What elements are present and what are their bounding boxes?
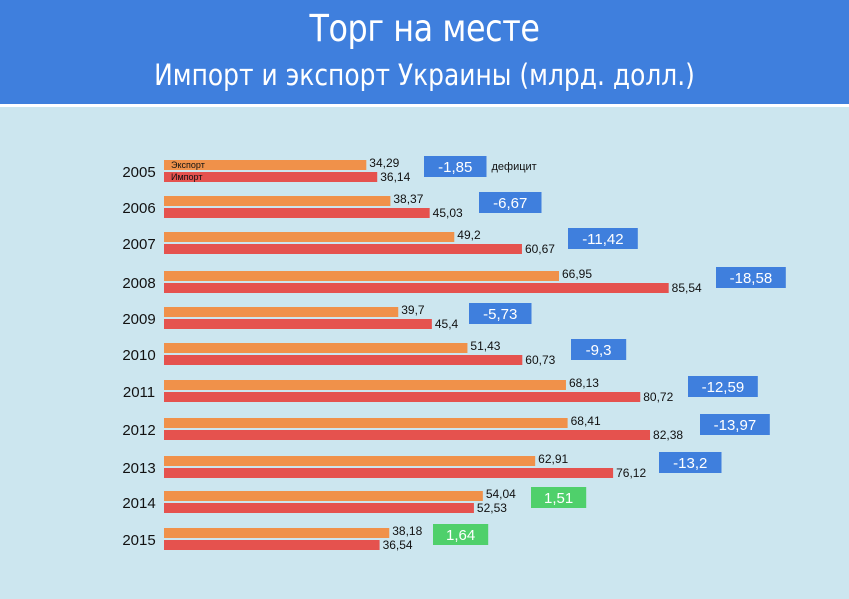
export-bar: [164, 307, 399, 317]
chart-subtitle: Импорт и экспорт Украины (млрд. долл.): [154, 58, 695, 92]
import-value-label: 36,14: [380, 170, 410, 184]
export-bar: [164, 232, 455, 242]
legend-export-label: Экспорт: [171, 160, 205, 170]
year-label: 2005: [122, 164, 155, 181]
balance-badge: [479, 192, 542, 213]
balance-value-label: -9,3: [586, 342, 612, 359]
export-bar: [164, 418, 568, 428]
import-bar: [164, 172, 378, 182]
import-value-label: 45,03: [433, 206, 463, 220]
import-bar: [164, 355, 523, 365]
year-label: 2015: [122, 532, 155, 549]
import-bar: [164, 283, 669, 293]
export-bar: [164, 160, 367, 170]
import-bar: [164, 244, 522, 254]
export-value-label: 68,13: [569, 376, 599, 390]
balance-badge: [568, 228, 638, 249]
export-bar: [164, 196, 391, 206]
balance-value-label: 1,64: [446, 527, 475, 544]
balance-badge: [716, 267, 786, 288]
year-label: 2010: [122, 347, 155, 364]
balance-badge: [688, 376, 758, 397]
balance-badge: [659, 452, 722, 473]
year-label: 2014: [122, 495, 155, 512]
balance-value-label: -1,85: [438, 159, 472, 176]
export-value-label: 39,7: [401, 303, 425, 317]
balance-badge: [531, 487, 587, 508]
balance-value-label: -13,97: [714, 417, 757, 434]
import-bar: [164, 540, 380, 550]
export-value-label: 54,04: [486, 487, 516, 501]
import-bar: [164, 392, 641, 402]
balance-value-label: 1,51: [544, 490, 573, 507]
export-value-label: 68,41: [571, 414, 601, 428]
balance-value-label: -13,2: [673, 455, 707, 472]
export-value-label: 51,43: [470, 339, 500, 353]
export-bar: [164, 343, 468, 353]
export-bar: [164, 271, 560, 281]
export-value-label: 38,37: [393, 192, 423, 206]
balance-badge: [424, 156, 487, 177]
balance-value-label: -18,58: [730, 270, 773, 287]
export-bar: [164, 528, 390, 538]
export-value-label: 34,29: [369, 156, 399, 170]
import-value-label: 45,4: [435, 317, 459, 331]
import-value-label: 60,67: [525, 242, 555, 256]
import-bar: [164, 319, 432, 329]
deficit-annotation: дефицит: [492, 161, 537, 173]
balance-value-label: -5,73: [483, 306, 517, 323]
import-value-label: 80,72: [643, 390, 673, 404]
import-bar: [164, 208, 430, 218]
export-value-label: 66,95: [562, 267, 592, 281]
export-value-label: 49,2: [457, 228, 481, 242]
year-label: 2011: [123, 384, 155, 401]
balance-badge: [433, 524, 489, 545]
import-bar: [164, 468, 614, 478]
import-value-label: 60,73: [525, 353, 555, 367]
import-bar: [164, 430, 651, 440]
year-label: 2013: [122, 460, 155, 477]
export-bar: [164, 380, 566, 390]
balance-badge: [571, 339, 627, 360]
year-label: 2007: [122, 236, 155, 253]
import-value-label: 52,53: [477, 501, 507, 515]
legend-import-label: Импорт: [171, 172, 202, 182]
balance-badge: [700, 414, 770, 435]
export-value-label: 38,18: [392, 524, 422, 538]
balance-value-label: -12,59: [702, 379, 745, 396]
year-label: 2012: [122, 422, 155, 439]
import-bar: [164, 503, 474, 513]
year-label: 2008: [122, 275, 155, 292]
export-bar: [164, 491, 483, 501]
export-value-label: 62,91: [538, 452, 568, 466]
import-value-label: 82,38: [653, 428, 683, 442]
export-bar: [164, 456, 536, 466]
chart-title: Торг на месте: [309, 7, 540, 50]
import-value-label: 76,12: [616, 466, 646, 480]
balance-value-label: -6,67: [493, 195, 527, 212]
import-value-label: 85,54: [672, 281, 702, 295]
balance-badge: [469, 303, 532, 324]
header-banner: Торг на месте Импорт и экспорт Украины (…: [0, 0, 849, 107]
balance-value-label: -11,42: [582, 231, 623, 248]
import-value-label: 36,54: [383, 538, 413, 552]
year-label: 2006: [122, 200, 155, 217]
year-label: 2009: [122, 311, 155, 328]
